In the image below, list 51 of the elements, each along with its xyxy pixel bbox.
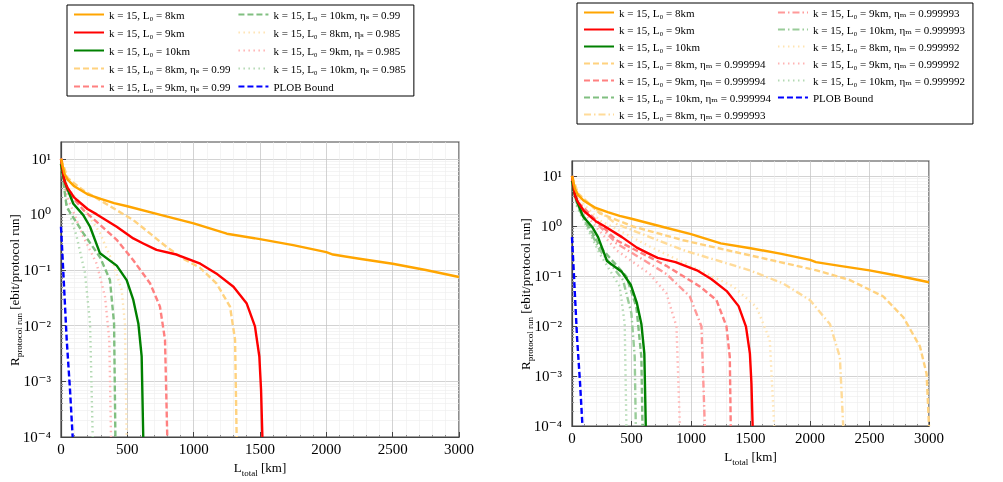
x-tick-label: 2500 [854,430,885,446]
legend-label: k = 15, L₀ = 9km [109,26,185,39]
x-tick-label: 0 [568,430,576,446]
legend-label: k = 15, L₀ = 9km, ηₛ = 0.985 [273,44,401,57]
y-tick-label: 10⁰ [540,218,562,235]
legend-label: k = 15, L₀ = 9km [619,23,695,36]
legend-label: k = 15, L₀ = 8km [109,8,185,21]
legend-label: k = 15, L₀ = 10km, ηₛ = 0.985 [273,62,407,75]
x-axis-title: L$_{total}$ [km] [724,449,777,467]
legend-label: k = 15, L₀ = 8km, ηₘ = 0.999994 [619,57,766,70]
legend-label: k = 15, L₀ = 10km [619,40,701,53]
y-tick-label: 10⁻² [534,318,563,335]
x-tick-label: 3000 [444,441,474,457]
legend-label: k = 15, L₀ = 8km, ηₘ = 0.999993 [619,108,766,121]
legend-label: PLOB Bound [273,80,335,93]
x-tick-label: 1000 [178,441,209,457]
legend-label: k = 15, L₀ = 9km, ηₘ = 0.999992 [812,57,960,70]
legend-label: k = 15, L₀ = 8km [619,6,695,19]
legend-label: k = 15, L₀ = 10km [109,44,191,57]
x-tick-label: 500 [116,441,139,457]
x-tick-label: 2000 [311,441,342,457]
legend-label: k = 15, L₀ = 9km, ηₘ = 0.999993 [812,6,960,19]
y-tick-label: 10¹ [542,168,562,185]
x-axis-title: L$_{total}$ [km] [233,460,287,478]
x-tick-label: 2500 [377,441,408,457]
legend-label: PLOB Bound [812,91,874,104]
x-tick-label: 500 [620,430,643,446]
y-tick-label: 10⁻¹ [23,262,51,279]
x-tick-label: 3000 [914,430,944,446]
legend-label: k = 15, L₀ = 8km, ηₛ = 0.99 [109,62,231,75]
y-tick-label: 10⁻² [23,317,52,334]
y-tick-label: 10⁻³ [23,373,52,390]
y-tick-label: 10⁻¹ [534,268,562,285]
legend-label: k = 15, L₀ = 10km, ηₘ = 0.999994 [619,91,772,104]
x-tick-label: 1500 [245,441,275,457]
legend-label: k = 15, L₀ = 9km, ηₘ = 0.999994 [619,74,766,87]
legend-label: k = 15, L₀ = 8km, ηₘ = 0.999992 [812,40,960,53]
legend-label: k = 15, L₀ = 10km, ηₛ = 0.99 [273,8,401,21]
x-tick-label: 2000 [795,430,825,446]
y-tick-label: 10⁻⁴ [22,429,51,445]
x-tick-label: 1500 [735,430,766,446]
y-tick-label: 10⁰ [29,206,51,223]
legend-label: k = 15, L₀ = 10km, ηₘ = 0.999992 [812,74,965,87]
legend-label: k = 15, L₀ = 8km, ηₛ = 0.985 [273,26,401,39]
y-tick-label: 10¹ [31,150,51,167]
x-tick-label: 0 [57,441,65,457]
legend-label: k = 15, L₀ = 9km, ηₛ = 0.99 [109,80,231,93]
legend-label: k = 15, L₀ = 10km, ηₘ = 0.999993 [812,23,966,36]
x-tick-label: 1000 [676,430,706,446]
y-tick-label: 10⁻⁴ [533,418,562,434]
y-tick-label: 10⁻³ [534,368,563,385]
